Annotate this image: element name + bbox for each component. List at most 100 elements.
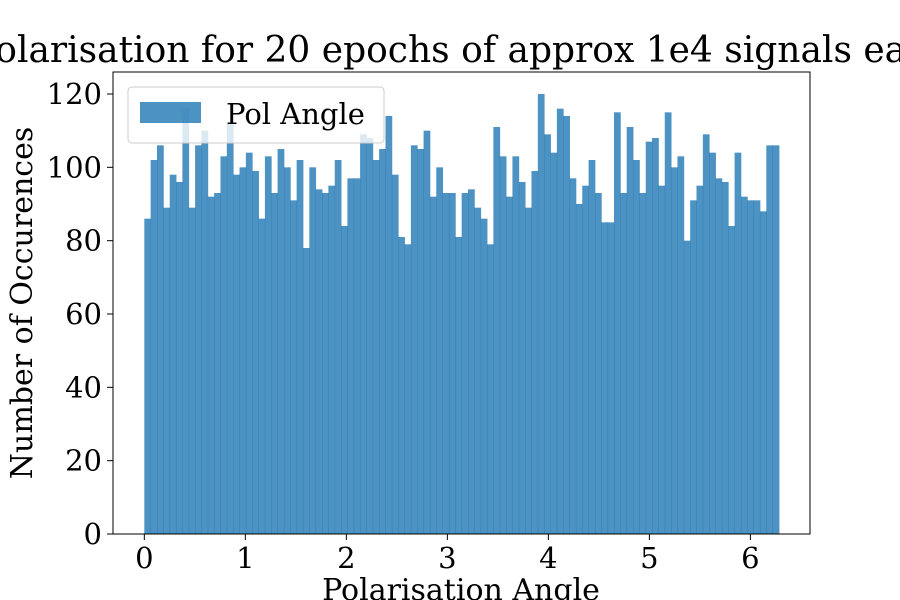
histogram-bar [709, 152, 716, 534]
x-tick-label: 3 [438, 541, 456, 575]
histogram-bar [302, 248, 310, 534]
x-tick-label: 5 [640, 541, 658, 575]
histogram-bar [410, 145, 418, 535]
histogram-bar [220, 156, 228, 535]
histogram-bar [429, 196, 437, 534]
x-tick-label: 6 [741, 541, 759, 575]
histogram-bar [157, 145, 164, 535]
histogram-bar [353, 178, 361, 535]
histogram-bar [455, 237, 463, 534]
histogram-bar [379, 149, 386, 534]
histogram-bar [207, 196, 215, 534]
y-tick-label: 120 [47, 77, 102, 111]
histogram-bar [480, 218, 488, 534]
histogram-bar [715, 178, 723, 535]
histogram-bar [201, 130, 209, 534]
x-axis-ticks: 0 1 2 3 4 5 6 [135, 534, 760, 575]
histogram-bar [309, 167, 317, 535]
histogram-bar [671, 167, 678, 535]
histogram-bar [601, 222, 609, 535]
histogram-bar [728, 226, 735, 534]
histogram-bar [334, 160, 342, 534]
histogram-bar [398, 237, 405, 534]
legend-label: Pol Angle [226, 97, 365, 131]
histogram-bar [436, 167, 444, 535]
histogram-bar [271, 193, 279, 534]
histogram-bar [506, 196, 513, 534]
histogram-bar [518, 182, 526, 534]
histogram-bar [658, 185, 666, 534]
histogram-bar [169, 174, 177, 534]
histogram-bar [575, 204, 583, 534]
x-tick-label: 2 [337, 541, 355, 575]
histogram-bar [487, 244, 494, 535]
histogram-bar [556, 108, 564, 535]
histogram-bar [474, 207, 482, 534]
histogram-bar [341, 226, 348, 534]
histogram-bar [195, 145, 202, 535]
histogram-bar [328, 185, 336, 534]
histogram-bar [372, 160, 380, 534]
histogram-bar [461, 193, 469, 534]
y-tick-label: 40 [65, 370, 102, 404]
histogram-bar [493, 127, 501, 534]
histogram-bar [753, 200, 761, 535]
y-tick-label: 20 [65, 444, 102, 478]
histogram-bar [664, 112, 672, 534]
histogram-bar [588, 160, 596, 534]
y-tick-label: 0 [84, 517, 102, 551]
histogram-bar [176, 182, 183, 534]
y-axis-ticks: 0 20 40 60 80 100 120 [47, 77, 113, 551]
histogram-bar [607, 222, 615, 535]
histogram-bar [525, 207, 532, 534]
histogram-bar [740, 196, 748, 534]
histogram-bar [144, 218, 152, 534]
histogram-bar [537, 94, 545, 534]
histogram-bar [385, 116, 393, 534]
histogram-bar [759, 211, 767, 535]
histogram-bar [347, 178, 355, 535]
histogram-bar [360, 134, 367, 535]
x-axis-label: Polarisation Angle [322, 573, 600, 600]
histogram-bar [245, 152, 253, 534]
histogram-bar [569, 178, 577, 535]
histogram-bar [290, 200, 298, 535]
histogram-bar [315, 189, 323, 535]
y-tick-label: 100 [47, 150, 102, 184]
x-tick-label: 0 [135, 541, 153, 575]
x-tick-label: 4 [539, 541, 557, 575]
histogram-bars [144, 94, 780, 535]
x-tick-label: 1 [236, 541, 254, 575]
histogram-bar [468, 189, 475, 535]
histogram-bar [677, 156, 685, 535]
histogram-bar [423, 130, 431, 534]
histogram-bar [550, 152, 558, 534]
histogram-bar [613, 112, 621, 534]
histogram-bar [214, 193, 221, 534]
histogram-bar [531, 171, 539, 534]
histogram-bar [264, 156, 272, 535]
legend: Pol Angle [127, 86, 385, 144]
histogram-bar [696, 185, 704, 534]
histogram-bar [544, 134, 551, 535]
histogram-bar [163, 207, 171, 534]
histogram-bar [652, 138, 659, 534]
histogram-bar [283, 167, 291, 535]
legend-swatch [140, 102, 201, 123]
histogram-bar [626, 127, 634, 534]
histogram-bar [296, 160, 304, 534]
histogram-bar [499, 156, 507, 535]
y-axis-label: Number of Occurences [5, 127, 40, 479]
y-tick-label: 60 [65, 297, 102, 331]
histogram-bar [690, 200, 697, 535]
histogram-bar [277, 149, 285, 534]
histogram-bar [258, 218, 266, 534]
histogram-bar [239, 167, 247, 535]
histogram-bar [582, 185, 590, 534]
chart-title: Polarisation for 20 epochs of approx 1e4… [0, 30, 900, 71]
histogram-bar [391, 174, 399, 534]
histogram-bar [772, 145, 780, 535]
histogram-bar [734, 152, 742, 534]
histogram-bar [512, 156, 520, 535]
